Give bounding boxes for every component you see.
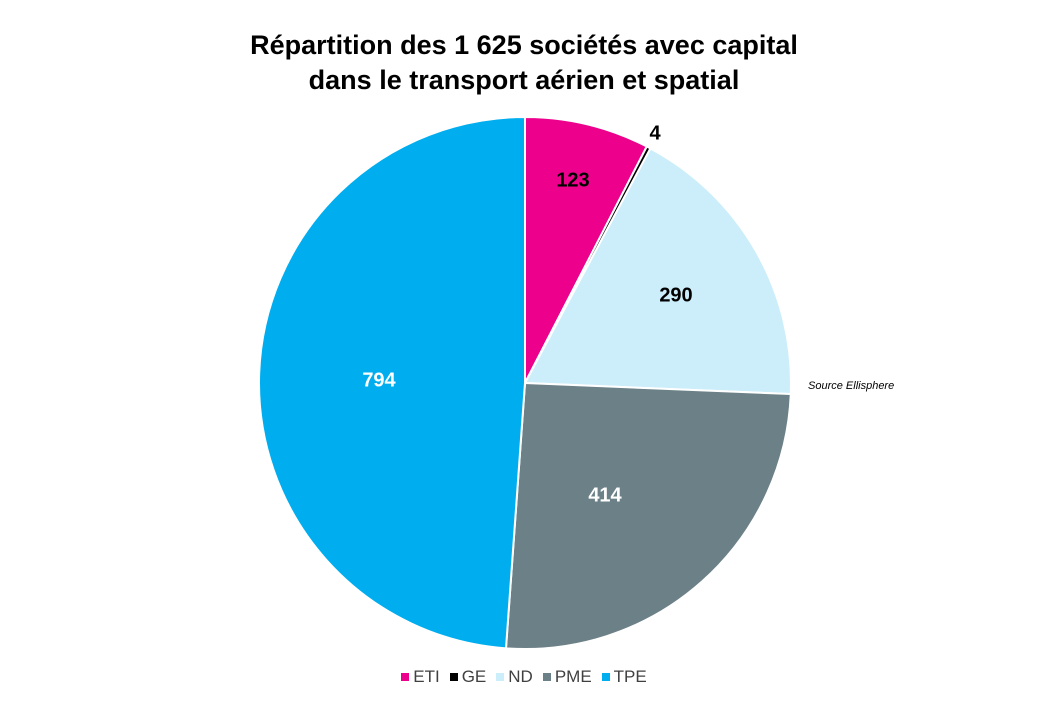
legend-swatch-ge [449, 673, 458, 681]
legend-item-tpe: TPE [601, 667, 647, 687]
source-note: Source Ellisphere [808, 380, 895, 392]
pie-slice-tpe [258, 115, 526, 650]
legend-item-nd: ND [496, 667, 533, 687]
pie-slice-nd [523, 147, 792, 396]
legend-item-eti: ETI [401, 667, 440, 687]
legend-item-pme: PME [542, 667, 592, 687]
chart-legend: ETI GE ND PME TPE [0, 667, 1048, 687]
legend-label-pme: PME [554, 667, 592, 686]
legend-label-tpe: TPE [613, 667, 647, 686]
legend-label-eti: ETI [413, 667, 440, 686]
chart-title-line-2: dans le transport aérien et spatial [308, 65, 740, 95]
legend-label-nd: ND [508, 667, 533, 686]
data-label-ge: 4 [649, 122, 661, 144]
chart-title-line-1: Répartition des 1 625 sociétés avec capi… [250, 30, 798, 60]
legend-item-ge: GE [449, 667, 487, 687]
data-label-eti: 123 [556, 169, 589, 191]
pie-slice-pme [504, 381, 792, 650]
data-label-pme: 414 [588, 484, 622, 506]
legend-swatch-nd [496, 673, 505, 681]
chart-title: Répartition des 1 625 sociétés avec capi… [0, 28, 1048, 98]
legend-swatch-eti [401, 673, 410, 681]
legend-swatch-pme [542, 673, 551, 681]
legend-swatch-tpe [601, 673, 610, 681]
data-label-tpe: 794 [362, 369, 396, 391]
pie-slice-eti [524, 115, 649, 384]
legend-label-ge: GE [461, 667, 487, 686]
data-label-nd: 290 [659, 284, 692, 306]
